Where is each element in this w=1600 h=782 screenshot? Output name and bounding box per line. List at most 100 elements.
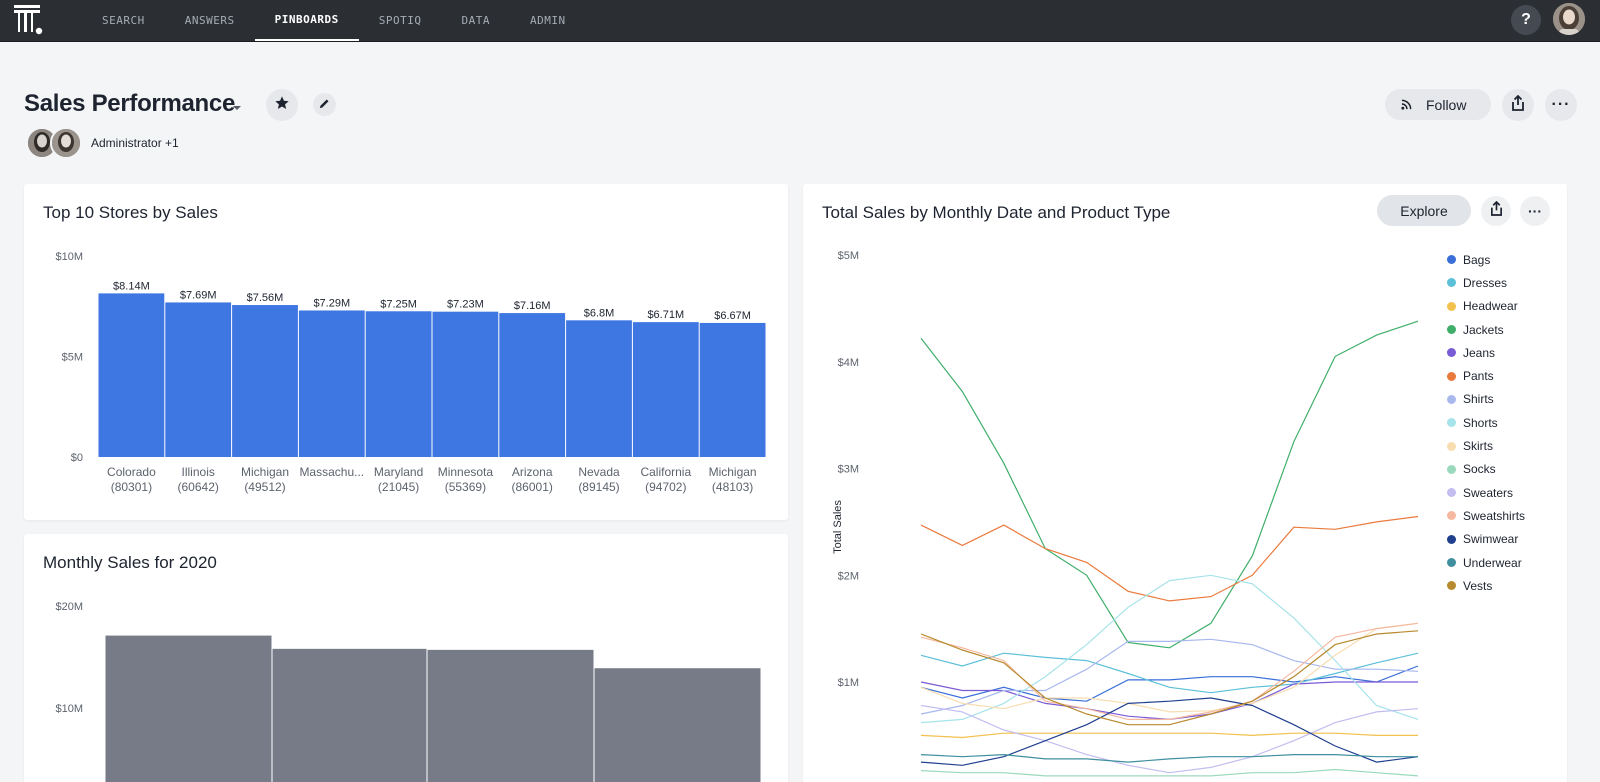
avatar [26, 127, 58, 159]
legend-item[interactable]: Bags [1447, 248, 1525, 271]
author-avatars[interactable] [26, 127, 86, 159]
x-tick-label: (21045) [378, 480, 419, 494]
nav-answers[interactable]: ANSWERS [184, 14, 235, 27]
series-line-sweatshirts [920, 622, 1419, 721]
user-avatar[interactable] [1553, 3, 1585, 35]
y-axis-label: Total Sales [832, 500, 844, 554]
legend-swatch [1447, 441, 1456, 451]
data-label: $6.67M [714, 310, 751, 322]
legend-label: Underwear [1463, 555, 1522, 570]
chevron-down-icon[interactable] [232, 100, 242, 110]
legend-label: Swimwear [1463, 532, 1519, 547]
data-label: $6.8M [584, 307, 615, 319]
authors-label[interactable]: Administrator +1 [91, 136, 179, 150]
legend-label: Shirts [1463, 392, 1494, 407]
y-tick-label: $0 [71, 452, 83, 464]
legend-label: Jeans [1463, 345, 1496, 360]
share-button[interactable] [1502, 89, 1534, 121]
legend-swatch [1447, 301, 1456, 311]
legend-item[interactable]: Jackets [1447, 318, 1525, 341]
y-tick-label: $1M [838, 677, 859, 689]
data-label: $7.25M [380, 298, 417, 310]
product-sales-card: Total Sales by Monthly Date and Product … [803, 184, 1567, 782]
x-tick-label: Minnesota [438, 465, 494, 479]
legend-item[interactable]: Skirts [1447, 434, 1525, 457]
y-tick-label: $20M [55, 601, 83, 613]
data-label: $8.14M [113, 280, 150, 292]
legend-label: Socks [1463, 462, 1496, 477]
legend-label: Jackets [1463, 322, 1504, 337]
bar [432, 311, 499, 457]
y-tick-label: $5M [838, 250, 859, 262]
x-tick-label: (49512) [244, 480, 285, 494]
top-stores-bar-chart: $0 $5M $10M $8.14M Colorado(80301) $7.69M Illi… [55, 251, 766, 494]
legend-swatch [1447, 464, 1456, 474]
legend-item[interactable]: Shirts [1447, 388, 1525, 411]
explore-button[interactable]: Explore [1377, 195, 1471, 226]
bar [566, 320, 632, 457]
legend-item[interactable]: Jeans [1447, 341, 1525, 364]
x-tick-label: Maryland [374, 465, 423, 479]
x-tick-label: Illinois [182, 465, 215, 479]
legend-swatch [1447, 348, 1456, 358]
legend-label: Shorts [1463, 415, 1498, 430]
bar [298, 310, 365, 457]
x-tick-label: California [640, 465, 691, 479]
legend-label: Skirts [1463, 439, 1493, 454]
legend-item[interactable]: Pants [1447, 364, 1525, 387]
legend-item[interactable]: Sweatshirts [1447, 504, 1525, 527]
pencil-icon [319, 96, 330, 114]
series-line-socks [920, 768, 1419, 777]
legend-item[interactable]: Swimwear [1447, 528, 1525, 551]
nav-search[interactable]: SEARCH [102, 14, 145, 27]
bar [594, 668, 761, 782]
legend-item[interactable]: Sweaters [1447, 481, 1525, 504]
x-tick-label: Massachu... [299, 465, 364, 479]
series-line-dresses [920, 652, 1419, 694]
help-button[interactable]: ? [1511, 5, 1541, 35]
legend-item[interactable]: Vests [1447, 574, 1525, 597]
data-label: $7.16M [514, 300, 551, 312]
nav-spotiq[interactable]: SPOTIQ [378, 14, 422, 27]
legend-swatch [1447, 325, 1456, 335]
monthly-sales-bar-chart: $10M $20M [55, 601, 761, 782]
y-tick-label: $10M [55, 703, 83, 715]
edit-button[interactable] [313, 93, 336, 116]
follow-button[interactable]: Follow [1385, 89, 1491, 120]
monthly-sales-card: Monthly Sales for 2020 $10M $20M [24, 534, 788, 782]
legend-swatch [1447, 581, 1456, 591]
legend-item[interactable]: Underwear [1447, 551, 1525, 574]
card-more-button[interactable]: ··· [1520, 196, 1550, 226]
nav-admin[interactable]: ADMIN [529, 14, 566, 27]
legend-item[interactable]: Dresses [1447, 271, 1525, 294]
legend-item[interactable]: Socks [1447, 458, 1525, 481]
legend-label: Sweaters [1463, 485, 1514, 500]
card-share-button[interactable] [1481, 196, 1511, 226]
favorite-button[interactable] [266, 89, 298, 121]
bar [105, 635, 272, 782]
legend-swatch [1447, 371, 1456, 381]
series-line-headwear [920, 732, 1418, 739]
legend-label: Dresses [1463, 275, 1508, 290]
series-line-shorts [920, 574, 1419, 724]
x-tick-label: (48103) [712, 480, 753, 494]
x-tick-label: Nevada [578, 465, 620, 479]
bar [699, 322, 766, 457]
nav-pinboards[interactable]: PINBOARDS [254, 0, 359, 41]
share-icon [1511, 94, 1525, 116]
legend-label: Headwear [1463, 299, 1518, 314]
legend-swatch [1447, 488, 1456, 498]
top-nav-bar: SEARCH ANSWERS PINBOARDS SPOTIQ DATA ADM… [0, 0, 1600, 42]
legend-swatch [1447, 534, 1456, 544]
x-tick-label: (60642) [178, 480, 219, 494]
thoughtspot-logo-icon[interactable] [14, 5, 44, 35]
legend-item[interactable]: Headwear [1447, 295, 1525, 318]
legend-item[interactable]: Shorts [1447, 411, 1525, 434]
nav-data[interactable]: DATA [461, 14, 490, 27]
more-options-button[interactable]: ··· [1545, 89, 1577, 121]
star-icon [274, 95, 290, 116]
x-tick-label: (86001) [512, 480, 553, 494]
main-nav: SEARCH ANSWERS PINBOARDS SPOTIQ DATA ADM… [82, 0, 586, 41]
series-line-swimwear [920, 697, 1419, 766]
data-label: $7.23M [447, 299, 484, 311]
